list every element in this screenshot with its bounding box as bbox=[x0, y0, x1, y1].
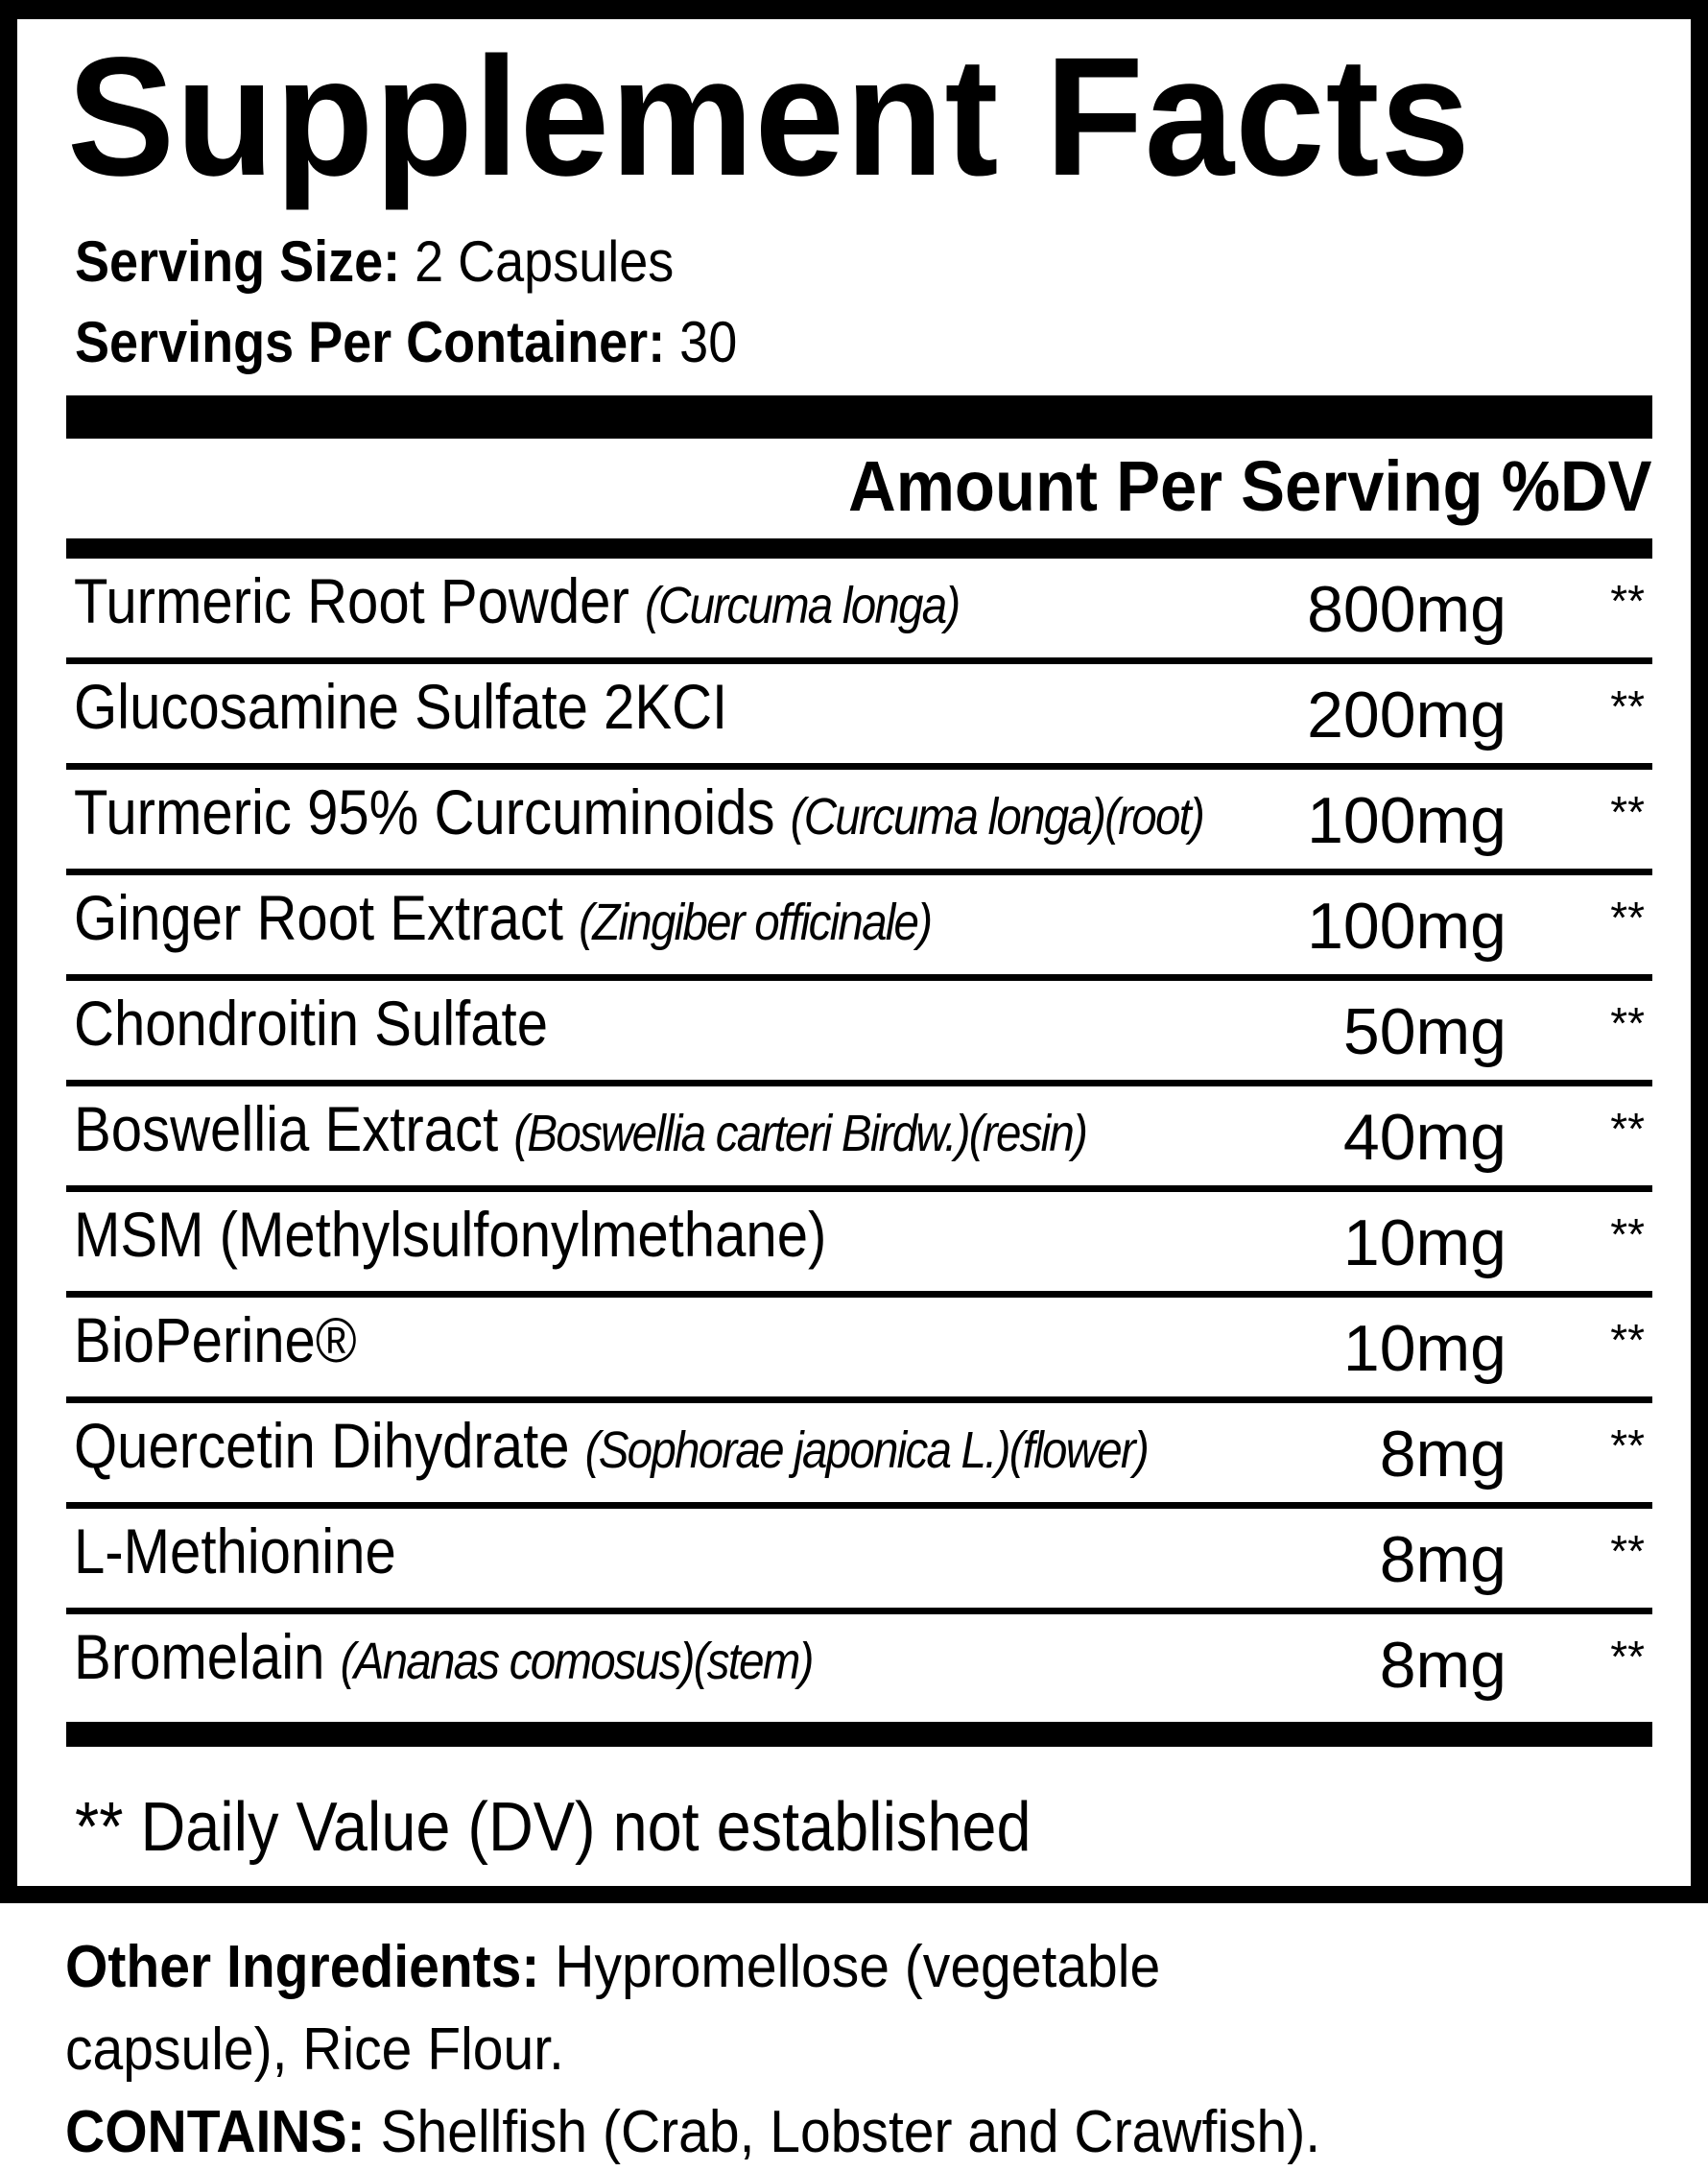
ingredient-name: Chondroitin Sulfate bbox=[74, 987, 548, 1064]
ingredient-dv: ** bbox=[1610, 1420, 1645, 1470]
ingredient-common-name: Turmeric 95% Curcuminoids bbox=[74, 776, 775, 847]
ingredient-name: MSM (Methylsulfonylmethane) bbox=[74, 1198, 826, 1276]
ingredient-amount: 8mg bbox=[1379, 1523, 1506, 1596]
supplement-facts-panel bbox=[0, 0, 1708, 1903]
serving-size: Serving Size: 2 Capsules bbox=[75, 228, 674, 296]
ingredient-amount: 10mg bbox=[1342, 1206, 1506, 1279]
contains-label: CONTAINS: bbox=[65, 2099, 366, 2165]
ingredient-source: (Boswellia carteri Birdw.)(resin) bbox=[513, 1105, 1088, 1162]
ingredient-row: L-Methionine 8mg ** bbox=[66, 1509, 1652, 1614]
ingredient-dv: ** bbox=[1610, 1209, 1645, 1259]
ingredient-dv: ** bbox=[1610, 1315, 1645, 1365]
ingredient-name: Turmeric 95% Curcuminoids (Curcuma longa… bbox=[74, 775, 1205, 853]
ingredient-common-name: Chondroitin Sulfate bbox=[74, 988, 548, 1059]
ingredient-source: (Zingiber officinale) bbox=[579, 894, 933, 951]
ingredient-common-name: Bromelain bbox=[74, 1621, 325, 1692]
ingredient-name: BioPerine® bbox=[74, 1303, 357, 1381]
serving-size-label: Serving Size: bbox=[75, 229, 401, 294]
allergen-statement: CONTAINS: Shellfish (Crab, Lobster and C… bbox=[65, 2094, 1320, 2171]
ingredient-row: MSM (Methylsulfonylmethane) 10mg ** bbox=[66, 1192, 1652, 1298]
ingredient-name: Bromelain (Ananas comosus)(stem) bbox=[74, 1620, 815, 1698]
other-ingredients-label: Other Ingredients: bbox=[65, 1934, 540, 2000]
servings-per-container-value: 30 bbox=[679, 310, 738, 374]
panel-title: Supplement Facts bbox=[67, 23, 1471, 211]
ingredient-name: Boswellia Extract (Boswellia carteri Bir… bbox=[74, 1092, 1088, 1170]
servings-per-container-label: Servings Per Container: bbox=[75, 310, 666, 374]
ingredient-source: (Curcuma longa)(root) bbox=[790, 788, 1205, 846]
ingredient-name: Quercetin Dihydrate (Sophorae japonica L… bbox=[74, 1409, 1150, 1487]
ingredient-dv: ** bbox=[1610, 576, 1645, 626]
ingredient-dv: ** bbox=[1610, 998, 1645, 1048]
ingredient-common-name: L-Methionine bbox=[74, 1515, 396, 1586]
ingredient-dv: ** bbox=[1610, 1104, 1645, 1154]
other-ingredients: Other Ingredients: Hypromellose (vegetab… bbox=[65, 1929, 1160, 2006]
ingredient-amount: 10mg bbox=[1342, 1312, 1506, 1385]
header-divider bbox=[66, 538, 1652, 559]
ingredient-source: (Ananas comosus)(stem) bbox=[340, 1633, 815, 1690]
other-ingredients-cont: capsule), Rice Flour. bbox=[65, 2016, 564, 2083]
ingredient-common-name: BioPerine® bbox=[74, 1304, 357, 1375]
serving-size-value: 2 Capsules bbox=[415, 229, 675, 294]
ingredient-row: Glucosamine Sulfate 2KCI 200mg ** bbox=[66, 664, 1652, 770]
bottom-divider bbox=[66, 1722, 1652, 1747]
contains-value: Shellfish (Crab, Lobster and Crawfish). bbox=[380, 2099, 1321, 2165]
ingredient-common-name: Turmeric Root Powder bbox=[74, 565, 629, 636]
ingredient-amount: 8mg bbox=[1379, 1629, 1506, 1702]
ingredient-common-name: Boswellia Extract bbox=[74, 1093, 499, 1164]
ingredient-common-name: Ginger Root Extract bbox=[74, 882, 564, 953]
ingredient-amount: 8mg bbox=[1379, 1418, 1506, 1491]
ingredient-name: L-Methionine bbox=[74, 1515, 396, 1592]
ingredient-dv: ** bbox=[1610, 681, 1645, 731]
ingredient-row: Turmeric Root Powder (Curcuma longa) 800m… bbox=[66, 559, 1652, 664]
footnote: ** Daily Value (DV) not established bbox=[75, 1789, 1032, 1866]
other-ingredients-line1: Hypromellose (vegetable bbox=[555, 1934, 1161, 2000]
column-header: Amount Per Serving %DV bbox=[848, 446, 1652, 526]
ingredient-amount: 200mg bbox=[1307, 679, 1506, 752]
ingredient-row: Turmeric 95% Curcuminoids (Curcuma longa… bbox=[66, 770, 1652, 875]
ingredient-row: BioPerine® 10mg ** bbox=[66, 1298, 1652, 1403]
ingredient-row: Boswellia Extract (Boswellia carteri Bir… bbox=[66, 1086, 1652, 1192]
ingredient-common-name: MSM (Methylsulfonylmethane) bbox=[74, 1199, 827, 1270]
ingredient-name: Turmeric Root Powder (Curcuma longa) bbox=[74, 564, 961, 642]
ingredient-row: Ginger Root Extract (Zingiber officinale… bbox=[66, 875, 1652, 981]
ingredient-row: Chondroitin Sulfate 50mg ** bbox=[66, 981, 1652, 1086]
ingredient-name: Ginger Root Extract (Zingiber officinale… bbox=[74, 881, 933, 959]
ingredient-dv: ** bbox=[1610, 893, 1645, 942]
ingredient-row: Quercetin Dihydrate (Sophorae japonica L… bbox=[66, 1403, 1652, 1509]
ingredient-amount: 100mg bbox=[1307, 890, 1506, 963]
ingredient-amount: 50mg bbox=[1342, 995, 1506, 1068]
ingredient-dv: ** bbox=[1610, 787, 1645, 837]
ingredient-dv: ** bbox=[1610, 1526, 1645, 1576]
ingredient-common-name: Glucosamine Sulfate 2KCI bbox=[74, 671, 728, 742]
ingredient-source: (Curcuma longa) bbox=[644, 577, 961, 634]
thick-divider bbox=[66, 395, 1652, 439]
ingredient-row: Bromelain (Ananas comosus)(stem) 8mg ** bbox=[66, 1614, 1652, 1713]
ingredient-common-name: Quercetin Dihydrate bbox=[74, 1410, 570, 1481]
ingredient-amount: 40mg bbox=[1342, 1101, 1506, 1174]
ingredient-dv: ** bbox=[1610, 1632, 1645, 1682]
ingredient-amount: 100mg bbox=[1307, 784, 1506, 857]
ingredient-amount: 800mg bbox=[1307, 573, 1506, 646]
ingredient-source: (Sophorae japonica L.)(flower) bbox=[584, 1421, 1150, 1479]
ingredient-name: Glucosamine Sulfate 2KCI bbox=[74, 670, 727, 748]
ingredient-table: Turmeric Root Powder (Curcuma longa) 800m… bbox=[66, 559, 1652, 1713]
servings-per-container: Servings Per Container: 30 bbox=[75, 309, 737, 376]
